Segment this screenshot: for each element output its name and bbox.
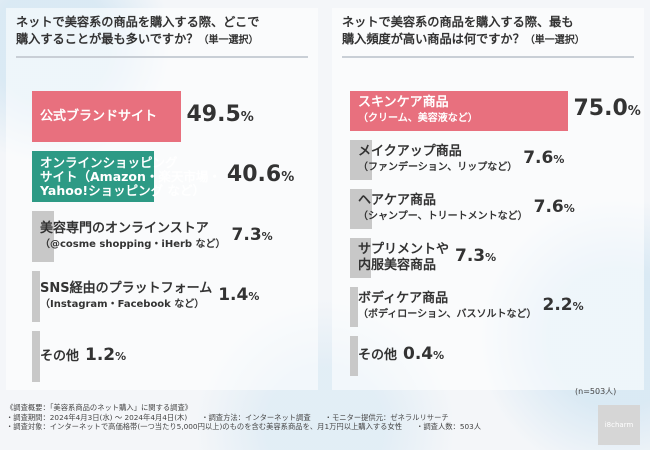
brand-logo: i8charm <box>598 405 640 445</box>
bar-label-0-4: その他 <box>40 348 80 364</box>
bar-1-1 <box>350 140 373 180</box>
bar-label-0-1: オンラインショッピング サイト（Amazon・楽天市場・ Yahoo!ショッピング … <box>40 154 221 198</box>
footnote: 《調査概要：「美容系商品のネット購入」に関する調査》 ・調査期間：2024年4月… <box>6 403 495 432</box>
bar-0-2 <box>32 211 54 262</box>
bar-0-1 <box>32 151 154 202</box>
bar-1-0 <box>350 91 568 131</box>
right-title-sub: （単一選択） <box>524 35 585 46</box>
bar-value-1-3: 7.3% <box>455 246 497 266</box>
right-title-line1: ネットで美容系の商品を購入する際、最も <box>342 15 574 29</box>
bar-0-4 <box>32 331 40 382</box>
right-panel: ネットで美容系の商品を購入する際、最も 購入頻度が高い商品は何ですか？（単一選択… <box>332 8 644 390</box>
footnote-method: ・調査方法：インターネット調査 <box>201 412 311 422</box>
bar-label-0-3: SNS経由のプラットフォーム （Instagram・Facebook など） <box>40 280 213 310</box>
bar-label-1-0: スキンケア商品 （クリーム、美容液など） <box>358 95 478 124</box>
bar-label-1-2: ヘアケア商品 （シャンプー、トリートメントなど） <box>358 193 528 222</box>
bar-value-1-4: 2.2% <box>542 295 584 315</box>
footnote-line1: 《調査概要：「美容系商品のネット購入」に関する調査》 <box>6 403 193 412</box>
bar-value-1-1: 7.6% <box>523 148 565 168</box>
right-title-divider <box>342 56 634 58</box>
bar-0-3 <box>32 271 40 322</box>
footnote-period: ・調査期間：2024年4月3日(水) 〜 2024年4月4日(木) <box>6 412 188 422</box>
bar-1-5 <box>350 336 358 376</box>
bar-label-1-3: サプリメントや 内服美容商品 <box>358 242 450 273</box>
bar-1-2 <box>350 189 373 229</box>
footnote-provider: ・モニター提供元：ゼネラルリサーチ <box>324 412 449 422</box>
footnote-count: ・調査人数：503人 <box>416 422 482 432</box>
bar-value-1-5: 0.4% <box>403 344 445 364</box>
bar-label-0-2: 美容専門のオンラインストア （@cosme shopping・iHerb など） <box>40 220 226 250</box>
left-title-sub: （単一選択） <box>198 35 259 46</box>
left-title-line2: 購入することが最も多いですか？ <box>16 32 199 46</box>
bar-value-1-0: 75.0% <box>573 96 641 121</box>
bar-label-0-0: 公式ブランドサイト <box>40 108 158 124</box>
bar-1-4 <box>350 287 358 327</box>
bar-value-0-4: 1.2% <box>85 344 127 365</box>
bar-value-0-3: 1.4% <box>218 284 260 305</box>
bar-value-0-0: 49.5% <box>186 101 254 127</box>
left-panel: ネットで美容系の商品を購入する際、どこで 購入することが最も多いですか？（単一選… <box>6 8 318 390</box>
left-title-divider <box>16 56 308 58</box>
left-question-title: ネットで美容系の商品を購入する際、どこで 購入することが最も多いですか？（単一選… <box>16 14 310 49</box>
bar-value-0-2: 7.3% <box>231 224 273 245</box>
footnote-target: ・調査対象：インターネットで高価格帯(一つ当たり5,000円以上)のものを含む美… <box>6 422 403 432</box>
bar-value-1-2: 7.6% <box>533 197 575 217</box>
right-title-line2: 購入頻度が高い商品は何ですか？ <box>342 32 525 46</box>
bar-value-0-1: 40.6% <box>226 161 295 187</box>
bar-label-1-1: メイクアップ商品 （ファンデーション、リップなど） <box>358 144 518 173</box>
right-question-title: ネットで美容系の商品を購入する際、最も 購入頻度が高い商品は何ですか？（単一選択… <box>342 14 636 49</box>
sample-size-note: (n=503人) <box>575 387 617 396</box>
bar-1-3 <box>350 238 372 278</box>
bar-label-1-4: ボディケア商品 （ボディローション、バスソルトなど） <box>358 291 537 320</box>
left-title-line1: ネットで美容系の商品を購入する際、どこで <box>16 15 260 29</box>
bar-label-1-5: その他 <box>358 348 398 363</box>
bar-0-0 <box>32 91 181 142</box>
